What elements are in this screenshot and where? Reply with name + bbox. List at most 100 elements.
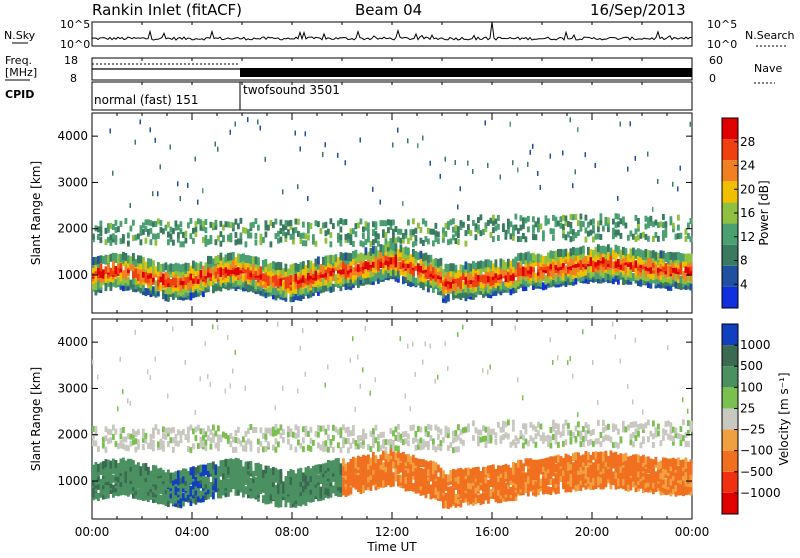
heatmap-cell (114, 441, 118, 448)
heatmap-cell (584, 435, 588, 442)
heatmap-cell (292, 482, 295, 491)
heatmap-cell (629, 421, 633, 428)
heatmap-cell (462, 486, 465, 495)
heatmap-cell (527, 465, 530, 474)
heatmap-cell (607, 434, 610, 441)
heatmap-cell (559, 455, 563, 464)
heatmap-cell (519, 252, 523, 261)
heatmap-cell (367, 222, 370, 229)
heatmap-cell (497, 285, 500, 294)
heatmap-cell (384, 451, 388, 460)
heatmap-cell (307, 494, 310, 503)
heatmap-cell (407, 238, 410, 245)
heatmap-cell (324, 382, 326, 388)
heatmap-cell (517, 278, 520, 287)
freq-tick-top: 18 (64, 54, 78, 67)
heatmap-cell (374, 459, 378, 468)
heatmap-cell (637, 278, 640, 286)
heatmap-cell (287, 438, 290, 445)
heatmap-cell (557, 355, 559, 361)
heatmap-cell (144, 490, 148, 499)
heatmap-cell (237, 470, 240, 479)
heatmap-cell (474, 274, 478, 283)
heatmap-cell (487, 493, 490, 502)
heatmap-cell (337, 479, 340, 488)
heatmap-cell (447, 365, 449, 371)
heatmap-cell (434, 222, 438, 229)
heatmap-cell (647, 419, 650, 426)
heatmap-cell (169, 490, 173, 499)
heatmap-cell (519, 459, 523, 468)
heatmap-cell (369, 467, 373, 476)
heatmap-cell (112, 278, 115, 287)
heatmap-cell (457, 238, 460, 245)
heatmap-cell (587, 269, 590, 278)
heatmap-cell (664, 252, 668, 261)
heatmap-cell (329, 474, 333, 483)
heatmap-cell (234, 465, 238, 474)
heatmap-cell (492, 276, 495, 285)
heatmap-cell (339, 266, 343, 275)
heatmap-cell (334, 254, 338, 263)
heatmap-cell (147, 228, 150, 235)
heatmap-cell (562, 223, 565, 230)
heatmap-cell (229, 236, 233, 243)
heatmap-cell (434, 424, 438, 431)
heatmap-cell (94, 440, 98, 447)
heatmap-cell (449, 278, 453, 287)
heatmap-cell (289, 219, 293, 226)
heatmap-cell (437, 476, 440, 485)
heatmap-cell (189, 217, 193, 224)
heatmap-cell (292, 470, 295, 479)
heatmap-cell (614, 475, 618, 484)
heatmap-cell (674, 279, 678, 288)
freq-strip: Freq. [MHz] 18 8 60 0 Nave (5, 54, 782, 85)
heatmap-cell (367, 454, 370, 463)
heatmap-cell (234, 257, 238, 266)
heatmap-cell (399, 249, 403, 258)
heatmap-cell (264, 482, 268, 491)
heatmap-cell (342, 477, 345, 486)
heatmap-cell (122, 234, 125, 241)
heatmap-cell (112, 474, 115, 483)
heatmap-cell (622, 477, 625, 486)
heatmap-cell (112, 267, 115, 276)
heatmap-cell (619, 436, 623, 443)
heatmap-cell (447, 493, 450, 502)
heatmap-cell (349, 468, 353, 477)
heatmap-cell (272, 279, 275, 288)
heatmap-cell (527, 215, 530, 222)
heatmap-cell (169, 279, 173, 288)
heatmap-cell (667, 282, 670, 291)
heatmap-cell (664, 221, 668, 228)
heatmap-cell (114, 219, 118, 226)
heatmap-cell (237, 479, 240, 488)
heatmap-cell (487, 484, 490, 493)
heatmap-cell (569, 473, 573, 482)
noise-strip: N.Sky 10^5 10^0 10^5 10^0 N.Search (4, 18, 795, 51)
heatmap-cell (239, 440, 243, 447)
heatmap-cell (584, 236, 588, 243)
heatmap-cell (382, 229, 385, 236)
heatmap-cell (132, 262, 135, 271)
heatmap-cell (582, 472, 585, 481)
heatmap-cell (339, 447, 343, 454)
heatmap-cell (97, 446, 100, 453)
heatmap-cell (322, 445, 325, 452)
heatmap-cell (119, 253, 123, 262)
heatmap-cell (174, 262, 178, 271)
heatmap-cell (289, 496, 293, 505)
heatmap-cell (542, 483, 545, 492)
heatmap-cell (272, 261, 275, 270)
heatmap-cell (562, 429, 565, 436)
heatmap-cell (194, 496, 198, 505)
heatmap-cell (172, 326, 174, 332)
heatmap-cell (112, 465, 115, 474)
heatmap-cell (512, 272, 515, 281)
heatmap-cell (532, 264, 535, 273)
heatmap-cell (167, 231, 170, 238)
heatmap-cell (594, 438, 598, 445)
heatmap-cell (649, 280, 653, 289)
heatmap-cell (207, 264, 210, 273)
heatmap-cell (199, 490, 203, 499)
